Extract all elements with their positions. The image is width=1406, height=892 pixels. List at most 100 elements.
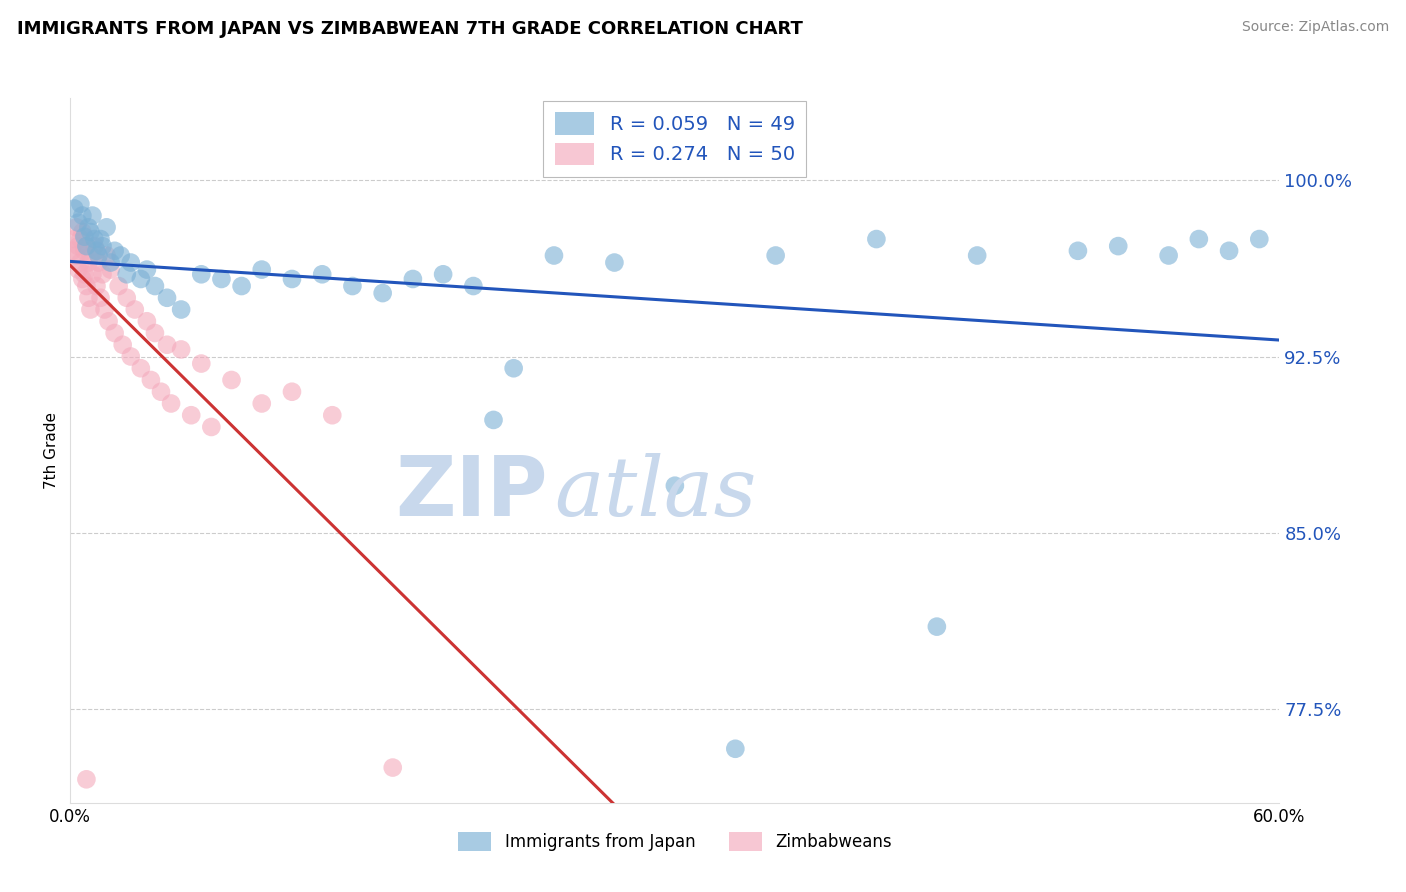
Point [67, 216, 90, 230]
Point [120, 255, 142, 269]
Text: ZIP: ZIP [395, 452, 548, 533]
Point [86, 279, 108, 293]
Point [160, 396, 183, 410]
Point [190, 357, 212, 371]
Point [381, 760, 404, 774]
Point [432, 267, 454, 281]
Point [1188, 232, 1211, 246]
Point [281, 384, 304, 399]
Point [765, 248, 787, 262]
Point [170, 343, 193, 357]
Point [69, 232, 91, 246]
Point [75, 239, 97, 253]
Point [111, 337, 134, 351]
Point [221, 373, 243, 387]
Point [73, 267, 96, 281]
Point [82, 267, 104, 281]
Point [664, 478, 686, 492]
Point [321, 408, 343, 422]
Point [73, 229, 96, 244]
Point [72, 225, 94, 239]
Point [211, 272, 233, 286]
Point [311, 267, 333, 281]
Point [115, 267, 138, 281]
Point [60, 244, 83, 258]
Point [79, 302, 101, 317]
Point [150, 384, 173, 399]
Point [139, 373, 162, 387]
Point [73, 244, 96, 258]
Point [67, 239, 90, 253]
Point [100, 262, 122, 277]
Text: Source: ZipAtlas.com: Source: ZipAtlas.com [1241, 20, 1389, 34]
Point [250, 262, 273, 277]
Point [75, 279, 97, 293]
Point [69, 196, 91, 211]
Point [281, 272, 304, 286]
Point [107, 279, 129, 293]
Point [104, 244, 127, 258]
Text: IMMIGRANTS FROM JAPAN VS ZIMBABWEAN 7TH GRADE CORRELATION CHART: IMMIGRANTS FROM JAPAN VS ZIMBABWEAN 7TH … [17, 20, 803, 37]
Point [342, 279, 364, 293]
Point [170, 302, 193, 317]
Point [63, 202, 86, 216]
Y-axis label: 7th Grade: 7th Grade [44, 412, 59, 489]
Point [91, 267, 114, 281]
Point [82, 209, 104, 223]
Point [143, 326, 166, 340]
Point [250, 396, 273, 410]
Point [67, 262, 90, 277]
Point [77, 291, 100, 305]
Point [543, 248, 565, 262]
Point [72, 209, 94, 223]
Point [1249, 232, 1271, 246]
Point [1157, 248, 1180, 262]
Point [65, 248, 87, 262]
Point [96, 220, 118, 235]
Point [129, 361, 152, 376]
Point [1107, 239, 1129, 253]
Point [482, 413, 505, 427]
Text: atlas: atlas [554, 453, 756, 533]
Point [65, 220, 87, 235]
Point [925, 619, 948, 633]
Point [724, 741, 747, 756]
Point [86, 244, 108, 258]
Point [402, 272, 425, 286]
Point [135, 262, 157, 277]
Point [115, 291, 138, 305]
Point [966, 248, 988, 262]
Point [83, 232, 105, 246]
Point [1218, 244, 1240, 258]
Point [75, 239, 97, 253]
Point [371, 286, 394, 301]
Point [77, 220, 100, 235]
Point [79, 225, 101, 239]
Point [120, 350, 142, 364]
Point [93, 302, 115, 317]
Point [156, 337, 179, 351]
Point [97, 314, 120, 328]
Point [96, 248, 118, 262]
Point [603, 255, 626, 269]
Point [100, 255, 122, 269]
Point [135, 314, 157, 328]
Point [190, 267, 212, 281]
Point [83, 239, 105, 253]
Point [231, 279, 253, 293]
Point [200, 420, 222, 434]
Point [79, 248, 101, 262]
Point [75, 772, 97, 787]
Point [69, 255, 91, 269]
Point [104, 326, 127, 340]
Point [63, 232, 86, 246]
Point [156, 291, 179, 305]
Point [143, 279, 166, 293]
Point [1067, 244, 1090, 258]
Point [77, 255, 100, 269]
Point [865, 232, 887, 246]
Point [502, 361, 524, 376]
Point [87, 255, 110, 269]
Legend: Immigrants from Japan, Zimbabweans: Immigrants from Japan, Zimbabweans [451, 825, 898, 858]
Point [124, 302, 146, 317]
